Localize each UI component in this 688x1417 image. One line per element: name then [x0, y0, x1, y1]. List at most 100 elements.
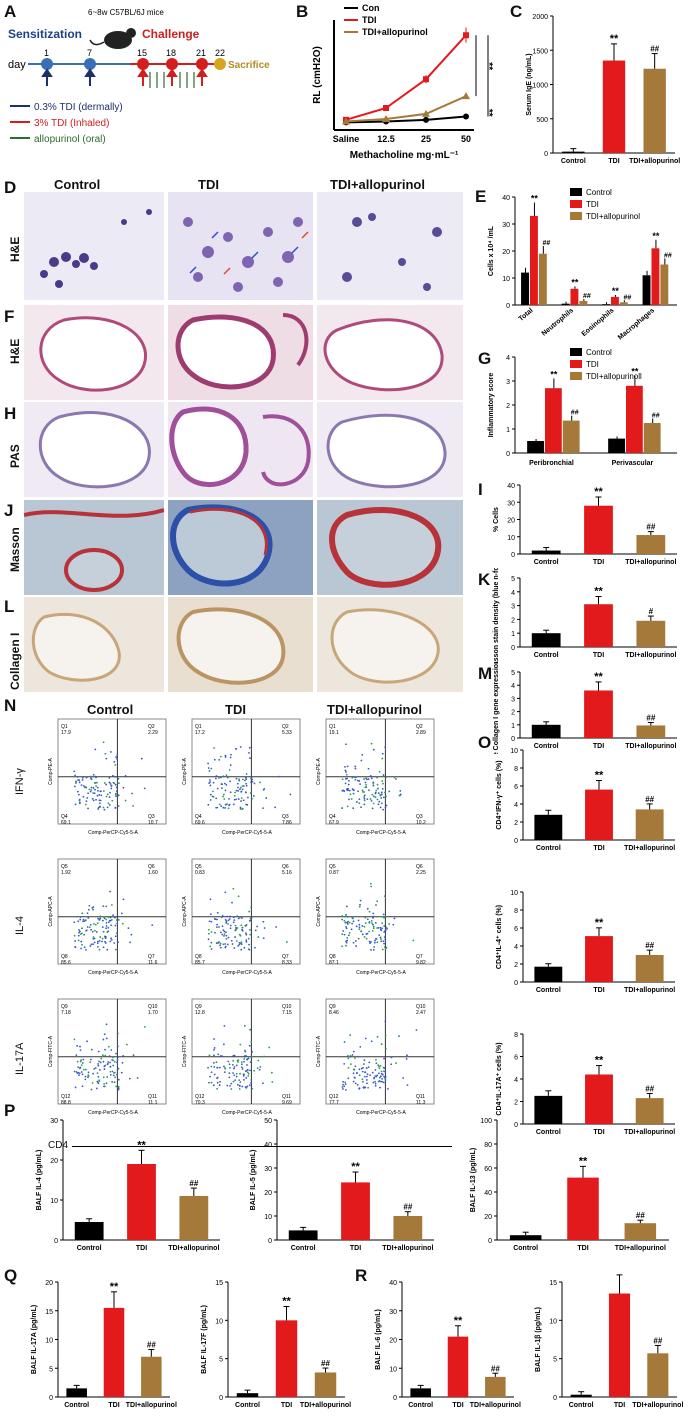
- y-tick-label: 2: [514, 962, 518, 969]
- x-tick-label: Macrophages: [617, 307, 656, 341]
- y-tick-label: 0: [268, 1238, 272, 1245]
- row-label-collagen: Collagen I: [8, 632, 22, 690]
- quadrant-id: Q3: [148, 814, 155, 820]
- bar-control: [74, 1222, 104, 1240]
- panel-label-a: A: [4, 2, 17, 21]
- svg-text:15: 15: [137, 48, 147, 58]
- y-tick-label: 15: [45, 1309, 53, 1316]
- significance-marker: **: [631, 367, 639, 377]
- row-label-pas: PAS: [8, 444, 22, 468]
- quadrant-value: 85.7: [195, 960, 205, 966]
- x-axis-label: Comp-PerCP-Cy5-5-A: [356, 970, 406, 976]
- quadrant-value: 19.1: [329, 730, 339, 736]
- x-tick-label: TDI+allopurinol: [168, 1245, 219, 1252]
- significance-marker: ##: [403, 1203, 412, 1212]
- histology-image-h-control: [24, 402, 164, 497]
- legend-swatch: [570, 360, 582, 368]
- significance-marker: **: [483, 62, 494, 70]
- bar: [625, 385, 643, 453]
- panel-label-k: K: [478, 570, 491, 589]
- panel-label-j: J: [4, 501, 14, 520]
- y-tick-label: 0: [511, 736, 515, 743]
- y-tick-label: 15: [215, 1280, 223, 1287]
- quadrant-id: Q10: [416, 1004, 426, 1010]
- significance-marker: ##: [653, 1336, 662, 1345]
- significance-marker: ##: [542, 240, 550, 247]
- bar-tdi-allopurinol: [624, 1223, 657, 1240]
- quadrant-value: 8.46: [329, 1010, 339, 1016]
- x-tick-label: Control: [534, 743, 559, 750]
- y-tick-label: 60: [484, 1166, 492, 1173]
- svg-text:Sensitization: Sensitization: [8, 27, 82, 41]
- quadrant-id: Q4: [329, 814, 336, 820]
- bar-tdi-allopurinol: [635, 809, 664, 840]
- bar-tdi: [585, 936, 613, 982]
- quadrant-id: Q12: [329, 1094, 339, 1100]
- y-tick-label: 5: [511, 670, 515, 677]
- y-tick-label: 20: [50, 1158, 58, 1165]
- quadrant-id: Q9: [195, 1004, 202, 1010]
- legend-entry: TDI: [362, 15, 377, 25]
- y-axis-label: BALF IL-6 (pg/mL): [375, 1309, 382, 1370]
- y-axis-label: Comp-APC-A: [316, 896, 322, 927]
- series-line: [345, 34, 467, 121]
- bar: [527, 441, 544, 453]
- y-tick-label: 20: [45, 1280, 53, 1287]
- quadrant-value: 85.6: [61, 960, 71, 966]
- x-tick-label: Control: [536, 987, 561, 994]
- y-axis-label: Inflammatory score: [488, 373, 495, 438]
- legend-entry: TDI+allopurinol: [362, 27, 428, 37]
- significance-marker: **: [137, 1139, 146, 1151]
- x-tick-label: TDI+allopurinol: [470, 1402, 521, 1409]
- legend-swatch: [570, 188, 582, 196]
- bar-control: [531, 724, 561, 738]
- legend-entry: TDI+allopurinoll: [586, 372, 642, 381]
- quadrant-value: 7.18: [61, 1010, 71, 1016]
- x-tick-label: TDI: [452, 1402, 463, 1409]
- svg-text:7: 7: [87, 48, 92, 58]
- x-tick-label: TDI+allopurinol: [625, 559, 676, 566]
- y-tick-label: 3: [506, 379, 510, 386]
- y-tick-label: 0: [506, 303, 510, 310]
- bar-control: [534, 814, 563, 840]
- y-tick-label: 0: [511, 645, 515, 652]
- y-tick-label: 10: [45, 1338, 53, 1345]
- y-tick-label: 8: [514, 766, 518, 773]
- bar-chart-g: 0 1 2 3 4 Inflammatory score Control ** ** TDI ## #…: [488, 348, 677, 467]
- panel-label-o: O: [478, 733, 492, 752]
- quadrant-value: 11.6: [148, 960, 158, 966]
- y-tick-label: 4: [514, 1077, 518, 1084]
- y-tick-label: 2: [514, 1100, 518, 1107]
- y-tick-label: 5: [49, 1366, 53, 1373]
- y-axis-label: BALF IL-1β (pg/mL): [535, 1307, 542, 1372]
- bar: [561, 303, 570, 305]
- y-tick-label: 30: [50, 1118, 58, 1125]
- quadrant-id: Q1: [195, 724, 202, 730]
- significance-marker: **: [594, 671, 603, 683]
- bar-tdi-allopurinol: [643, 68, 666, 153]
- significance-marker: **: [612, 286, 620, 296]
- panel-label-q: Q: [4, 1266, 18, 1285]
- plot-frame: [57, 718, 167, 825]
- significance-marker: **: [595, 1055, 604, 1067]
- y-axis-label: Serum IgE (ng/mL): [526, 53, 533, 115]
- quadrant-value: 9.69: [282, 1100, 292, 1106]
- bar-chart-o3: 0 2 4 6 8 CD4⁺IL-17A⁺ cells (%) Control TDI ** TD…: [496, 1032, 675, 1136]
- y-axis-label: BALF IL-5 (pg/mL): [250, 1150, 257, 1211]
- data-point: [423, 76, 429, 83]
- quadrant-id: Q3: [282, 814, 289, 820]
- y-tick-label: 20: [507, 518, 515, 525]
- quadrant-id: Q5: [61, 864, 68, 870]
- mouse-icon: [89, 28, 136, 49]
- x-tick-label: TDI+allopurinol: [625, 743, 676, 750]
- y-tick-label: 20: [502, 249, 510, 256]
- y-tick-label: 0: [506, 451, 510, 458]
- y-tick-label: 10: [510, 890, 518, 897]
- significance-marker: ##: [650, 45, 659, 54]
- bar-tdi-allopurinol: [635, 1098, 664, 1124]
- bar-tdi: [585, 1074, 613, 1124]
- y-tick-label: 3: [511, 696, 515, 703]
- x-tick-label: TDI: [108, 1402, 119, 1409]
- y-tick-label: 2: [511, 710, 515, 717]
- svg-text:6~8w C57BL/6J mice: 6~8w C57BL/6J mice: [88, 8, 164, 17]
